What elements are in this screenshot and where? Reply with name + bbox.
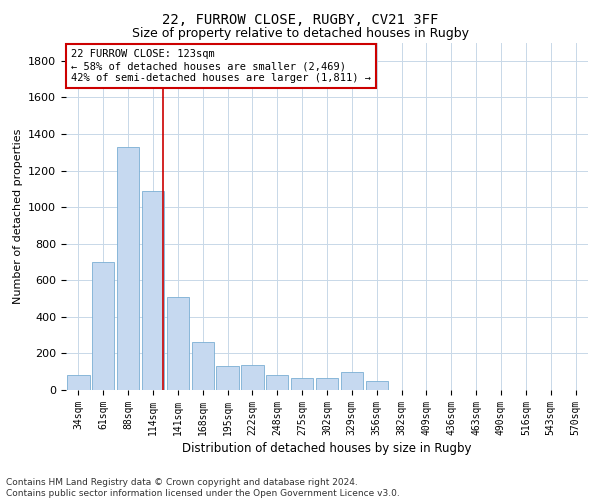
X-axis label: Distribution of detached houses by size in Rugby: Distribution of detached houses by size …	[182, 442, 472, 455]
Bar	[316, 378, 338, 390]
Y-axis label: Number of detached properties: Number of detached properties	[13, 128, 23, 304]
Bar	[117, 147, 139, 390]
Bar	[341, 372, 363, 390]
Bar	[266, 376, 289, 390]
Bar	[241, 366, 263, 390]
Text: Contains HM Land Registry data © Crown copyright and database right 2024.
Contai: Contains HM Land Registry data © Crown c…	[6, 478, 400, 498]
Bar	[365, 381, 388, 390]
Bar	[217, 366, 239, 390]
Bar	[92, 262, 115, 390]
Bar	[291, 378, 313, 390]
Bar	[167, 296, 189, 390]
Text: 22, FURROW CLOSE, RUGBY, CV21 3FF: 22, FURROW CLOSE, RUGBY, CV21 3FF	[162, 12, 438, 26]
Bar	[142, 190, 164, 390]
Bar	[67, 376, 89, 390]
Text: 22 FURROW CLOSE: 123sqm
← 58% of detached houses are smaller (2,469)
42% of semi: 22 FURROW CLOSE: 123sqm ← 58% of detache…	[71, 50, 371, 82]
Bar	[191, 342, 214, 390]
Text: Size of property relative to detached houses in Rugby: Size of property relative to detached ho…	[131, 28, 469, 40]
